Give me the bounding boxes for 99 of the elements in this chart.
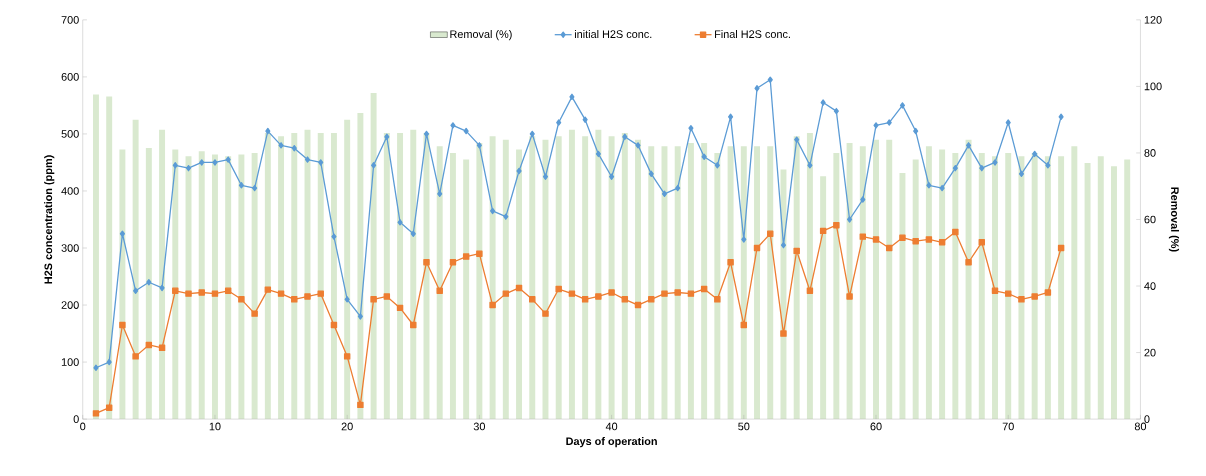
bar [1124,159,1131,420]
bar [648,146,655,420]
bar [317,133,324,420]
bar [225,156,232,420]
x-tick-label: 80 [1134,422,1147,431]
bar [1058,156,1065,420]
bar [211,154,218,420]
bar [145,148,152,420]
x-tick-label: 60 [870,422,882,431]
legend-label: Removal (%) [450,30,512,41]
bar [463,159,470,420]
y-tick-label: 300 [61,244,79,252]
bar [172,149,179,420]
y-tick-label: 0 [73,415,79,424]
x-tick-label: 30 [473,422,485,431]
bar [806,133,813,420]
bar [251,153,258,420]
y2-tick-label: 100 [1144,82,1162,91]
y-tick-label: 200 [61,301,79,310]
x-tick-label: 50 [738,422,750,431]
y2-tick-label: 120 [1144,16,1162,24]
bar [238,154,245,420]
bar [410,129,417,420]
bar [595,129,602,420]
bar [291,133,298,420]
bar [436,146,443,420]
bar [582,136,589,420]
bar [330,133,337,420]
bar [873,139,879,420]
x-tick-label: 70 [1002,422,1014,431]
bar [687,143,694,420]
y-tick-label: 600 [61,73,79,81]
bar [965,139,972,420]
bar [635,139,642,420]
bar [992,156,998,420]
y-tick-label: 100 [61,358,79,367]
bar [489,136,496,420]
bar [383,133,390,420]
bar [621,133,628,420]
bar [132,119,139,420]
bar [767,146,774,420]
y-tick-label: 500 [61,130,79,138]
bar [397,133,404,420]
bar [198,151,205,420]
x-tick-label: 40 [605,422,618,431]
bar [370,93,377,420]
bar [846,143,853,420]
bar [555,136,562,420]
legend-label: initial H2S conc. [574,30,652,39]
y-tick-label: 700 [61,16,79,24]
bar [344,119,351,420]
x-tick-label: 0 [80,422,86,431]
bar [912,159,919,420]
legend-label: Final H2S conc. [715,30,790,39]
bar [449,153,456,420]
bar [159,129,166,420]
bar [925,146,932,420]
bar [714,153,721,420]
y2-tick-label: 80 [1144,149,1156,157]
y2-tick-label: 0 [1144,415,1150,424]
bar [952,153,959,420]
y2-tick-label: 60 [1144,215,1156,224]
bar [278,136,285,420]
bar [119,149,126,420]
y2-tick-label: 40 [1144,282,1156,291]
bar [1005,153,1012,420]
bar [502,139,509,420]
x-axis-title: Days of operation [566,437,657,448]
bar [820,176,827,420]
bar [476,143,483,420]
x-tick-label: 20 [341,422,353,431]
bar [793,136,800,420]
bar [608,136,615,420]
bar [939,149,946,420]
bar [1097,156,1104,420]
x-tick-label: 10 [209,422,221,431]
bar [978,153,985,420]
bar [886,139,893,420]
bar [92,94,99,420]
bar [859,146,866,420]
bar [1084,163,1091,420]
bar [1018,156,1025,420]
bar [754,146,760,420]
bar [701,143,708,420]
bar [516,149,523,420]
bar [833,153,840,420]
bar [568,129,575,420]
bar [674,146,681,420]
y2-axis-title: Removal (%) [1168,187,1180,252]
y-tick-label: 400 [61,187,79,195]
y2-tick-label: 20 [1144,348,1156,357]
bar [727,146,734,420]
bar [899,173,906,420]
bar [357,113,364,420]
y-axis-title: H2S concentration (ppm) [44,155,55,284]
bar [1111,166,1117,420]
bar [1071,146,1078,420]
bar [1044,156,1051,420]
bar [106,96,113,420]
